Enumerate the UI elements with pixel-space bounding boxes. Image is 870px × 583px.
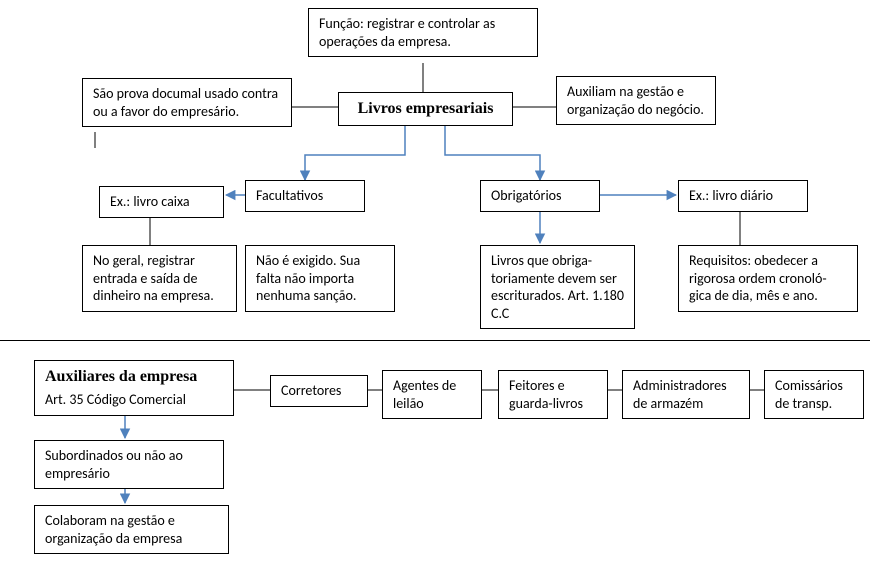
node-auxempresa: Auxiliares da empresa Art. 35 Código Com…: [34, 360, 234, 416]
node-colab-text: Colaboram na gestão e organização da emp…: [45, 512, 182, 547]
node-naoexigido: Não é exigido. Sua falta não importa nen…: [245, 245, 395, 312]
node-prova-text: São prova documal usado contra ou a favo…: [93, 85, 278, 120]
node-subord-text: Subordinados ou não ao empresário: [45, 447, 183, 482]
node-excaixa: Ex.: livro caixa: [99, 186, 224, 218]
node-agentes-text: Agentes de leilão: [393, 377, 456, 412]
node-funcao-text: Função: registrar e controlar as operaçõ…: [319, 15, 495, 50]
section-divider: [0, 340, 870, 341]
node-excaixa-text: Ex.: livro caixa: [110, 193, 190, 210]
node-admins-text: Administradores de armazém: [633, 377, 727, 412]
node-admins: Administradores de armazém: [622, 370, 750, 419]
node-feitores: Feitores e guarda-livros: [498, 370, 608, 419]
node-facultativos-text: Facultativos: [256, 187, 323, 204]
node-naoexigido-text: Não é exigido. Sua falta não importa nen…: [256, 252, 360, 304]
node-prova: São prova documal usado contra ou a favo…: [82, 78, 292, 127]
node-requisitos: Requisitos: obedecer a rigorosa ordem cr…: [678, 245, 858, 312]
node-nogeral-text: No geral, registrar entrada e saída de d…: [93, 252, 214, 304]
node-colab: Colaboram na gestão e organização da emp…: [34, 505, 229, 554]
node-exdiario-text: Ex.: livro diário: [689, 187, 773, 204]
node-comiss-text: Comissários de transp.: [775, 377, 843, 412]
node-feitores-text: Feitores e guarda-livros: [509, 377, 583, 412]
node-exdiario: Ex.: livro diário: [678, 180, 808, 212]
node-corretores-text: Corretores: [281, 382, 341, 399]
node-titulo: Livros empresariais: [338, 92, 513, 126]
node-corretores: Corretores: [270, 375, 368, 407]
node-livrosobr: Livros que obriga- toriamente devem ser …: [480, 245, 635, 329]
node-funcao: Função: registrar e controlar as operaçõ…: [308, 8, 538, 57]
node-nogeral: No geral, registrar entrada e saída de d…: [82, 245, 237, 312]
node-facultativos: Facultativos: [245, 180, 365, 212]
node-auxempresa-title: Auxiliares da empresa: [45, 367, 223, 387]
node-titulo-text: Livros empresariais: [358, 100, 494, 117]
node-requisitos-text: Requisitos: obedecer a rigorosa ordem cr…: [689, 252, 827, 304]
node-comiss: Comissários de transp.: [764, 370, 864, 419]
node-auxiliam-text: Auxiliam na gestão e organização do negó…: [567, 83, 704, 118]
node-livrosobr-text: Livros que obriga- toriamente devem ser …: [491, 252, 624, 322]
node-subord: Subordinados ou não ao empresário: [34, 440, 224, 489]
node-agentes: Agentes de leilão: [382, 370, 482, 419]
node-obrigatorios: Obrigatórios: [480, 180, 600, 212]
node-auxiliam: Auxiliam na gestão e organização do negó…: [556, 76, 716, 125]
node-obrigatorios-text: Obrigatórios: [491, 187, 562, 204]
node-auxempresa-sub: Art. 35 Código Comercial: [45, 391, 223, 409]
